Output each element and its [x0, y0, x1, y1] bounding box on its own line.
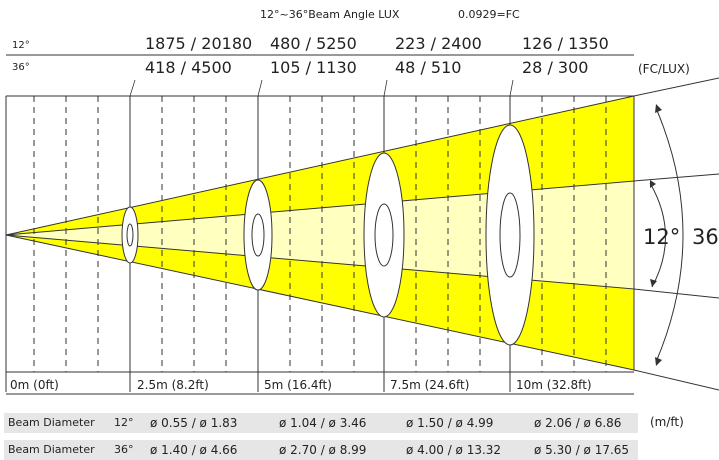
diameter-12-3: ø 1.50 / ø 4.99 — [406, 416, 494, 430]
leader-2 — [257, 79, 263, 97]
outer-arc-arrow-top — [655, 104, 662, 113]
leader-1 — [129, 79, 136, 97]
outer-arc-arrow-bottom — [655, 357, 662, 366]
distance-3: 7.5m (24.6ft) — [390, 378, 469, 392]
diameter-36-4: ø 5.30 / ø 17.65 — [534, 443, 630, 457]
diameter-36-2: ø 2.70 / ø 8.99 — [279, 443, 367, 457]
section-inner-2 — [251, 213, 265, 257]
inner-angle-arc — [649, 182, 666, 288]
dashed-grid — [33, 96, 607, 372]
row12-angle: 12° — [12, 40, 30, 51]
angle-36-label: 36 — [692, 225, 719, 249]
row36-value-1: 418 / 4500 — [145, 58, 232, 77]
row12-value-2: 480 / 5250 — [270, 34, 357, 53]
diameter-12-4: ø 2.06 / ø 6.86 — [534, 416, 622, 430]
conversion-label: 0.0929=FC — [458, 8, 520, 21]
row12-value-3: 223 / 2400 — [395, 34, 482, 53]
row36-value-2: 105 / 1130 — [270, 58, 357, 77]
diameter-36-1: ø 1.40 / ø 4.66 — [150, 443, 238, 457]
leader-4 — [509, 79, 514, 97]
beam-diameter-row-12: Beam Diameter 12° ø 0.55 / ø 1.83 ø 1.04… — [4, 413, 638, 433]
beam-diameter-label-36: Beam Diameter — [8, 443, 95, 456]
outer-angle-arc — [655, 107, 684, 363]
row36-value-3: 48 / 510 — [395, 58, 461, 77]
distance-4: 10m (32.8ft) — [516, 378, 592, 392]
beam-diameter-angle-12: 12° — [114, 416, 134, 429]
diameter-unit: (m/ft) — [650, 415, 684, 429]
leader-3 — [383, 79, 388, 97]
beam-diameter-row-36: Beam Diameter 36° ø 1.40 / ø 4.66 ø 2.70… — [4, 440, 638, 460]
beam-sections — [121, 124, 535, 346]
row12-value-1: 1875 / 20180 — [145, 34, 252, 53]
distance-0: 0m (0ft) — [10, 378, 59, 392]
inner-beam — [5, 180, 635, 290]
distance-2: 5m (16.4ft) — [264, 378, 332, 392]
diameter-36-3: ø 4.00 / ø 13.32 — [406, 443, 502, 457]
beam-extensions — [633, 77, 719, 391]
diameter-12-1: ø 0.55 / ø 1.83 — [150, 416, 238, 430]
section-inner-4 — [499, 192, 521, 278]
inner-arc-arrow-top — [650, 180, 656, 188]
section-inner-3 — [374, 203, 394, 267]
beam-diameter-label-12: Beam Diameter — [8, 416, 95, 429]
row36-value-4: 28 / 300 — [522, 58, 588, 77]
beam-diameter-angle-36: 36° — [114, 443, 134, 456]
row12-value-4: 126 / 1350 — [522, 34, 609, 53]
inner-arc-arrow-bottom — [650, 279, 657, 287]
section-inner-1 — [126, 223, 134, 247]
angle-12-label: 12° — [643, 225, 680, 249]
beam-angle-title: 12°~36°Beam Angle LUX — [260, 8, 400, 21]
fc-lux-unit: (FC/LUX) — [638, 62, 690, 76]
diameter-12-2: ø 1.04 / ø 3.46 — [279, 416, 367, 430]
row36-angle: 36° — [12, 62, 30, 73]
distance-1: 2.5m (8.2ft) — [137, 378, 209, 392]
